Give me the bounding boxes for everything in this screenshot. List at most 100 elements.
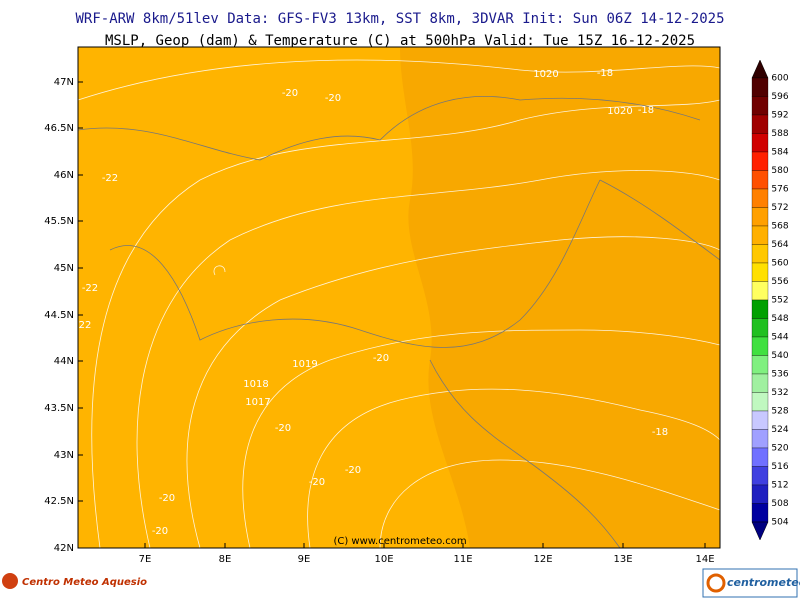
lon-label: 13E bbox=[613, 554, 632, 565]
colorbar-label: 556 bbox=[771, 277, 788, 287]
lat-label: 45.5N bbox=[44, 216, 74, 227]
right-logo: centrometeo bbox=[727, 576, 800, 589]
contour-label: -18 bbox=[638, 105, 654, 116]
colorbar-label: 572 bbox=[771, 203, 788, 213]
colorbar-segment bbox=[751, 188, 769, 208]
warm-field bbox=[400, 47, 720, 548]
lat-label: 42N bbox=[54, 543, 74, 554]
lat-label: 44.5N bbox=[44, 310, 74, 321]
contour-label: 1020 bbox=[607, 106, 632, 117]
lon-label: 9E bbox=[298, 554, 311, 565]
colorbar-segment bbox=[751, 225, 769, 245]
colorbar-label: 584 bbox=[771, 148, 788, 158]
contour-label: -22 bbox=[82, 283, 98, 294]
colorbar-label: 516 bbox=[771, 462, 788, 472]
colorbar-label: 588 bbox=[771, 129, 788, 139]
colorbar-segment bbox=[751, 318, 769, 338]
lat-label: 46N bbox=[54, 170, 74, 181]
contour-label: 1018 bbox=[243, 379, 268, 390]
colorbar-segment bbox=[751, 336, 769, 356]
contour-label: 1020 bbox=[533, 69, 558, 80]
colorbar-segment bbox=[751, 503, 769, 523]
contour-label: 1017 bbox=[245, 397, 270, 408]
colorbar-segment bbox=[751, 170, 769, 190]
contour-label: -18 bbox=[597, 68, 613, 79]
right-logo-icon bbox=[706, 573, 726, 593]
colorbar-label: 548 bbox=[771, 314, 788, 324]
colorbar-segment bbox=[751, 77, 769, 97]
colorbar-segment bbox=[751, 96, 769, 116]
colorbar-label: 600 bbox=[771, 74, 788, 84]
right-logo-box bbox=[702, 568, 798, 598]
contour-label: 22 bbox=[79, 320, 92, 331]
colorbar-segment bbox=[751, 355, 769, 375]
colorbar-segment bbox=[751, 151, 769, 171]
lon-label: 11E bbox=[453, 554, 472, 565]
colorbar-segment bbox=[751, 299, 769, 319]
lat-label: 47N bbox=[54, 77, 74, 88]
isobars bbox=[77, 59, 721, 549]
colorbar-label: 532 bbox=[771, 388, 788, 398]
colorbar-label: 504 bbox=[771, 518, 788, 528]
lon-label: 8E bbox=[219, 554, 232, 565]
colorbar-label: 560 bbox=[771, 259, 788, 269]
contour-label: -22 bbox=[102, 173, 118, 184]
colorbar-label: 512 bbox=[771, 481, 788, 491]
colorbar-label: 564 bbox=[771, 240, 788, 250]
colorbar-label: 528 bbox=[771, 407, 788, 417]
contour-label: -20 bbox=[345, 465, 361, 476]
left-logo-icon bbox=[2, 573, 18, 589]
colorbar-segment bbox=[751, 392, 769, 412]
contour-label: -20 bbox=[159, 493, 175, 504]
contour-label: -20 bbox=[373, 353, 389, 364]
colorbar-label: 580 bbox=[771, 166, 788, 176]
lat-label: 46.5N bbox=[44, 123, 74, 134]
colorbar-segment bbox=[751, 373, 769, 393]
lat-label: 43N bbox=[54, 450, 74, 461]
colorbar-segment bbox=[751, 244, 769, 264]
lat-label: 44N bbox=[54, 356, 74, 367]
credit: (C) www.centrometeo.com bbox=[333, 536, 466, 547]
colorbar-segment bbox=[751, 262, 769, 282]
lat-label: 45N bbox=[54, 263, 74, 274]
colorbar-segment bbox=[751, 429, 769, 449]
header-line1: WRF-ARW 8km/51lev Data: GFS-FV3 13km, SS… bbox=[75, 11, 724, 27]
contour-label: -20 bbox=[325, 93, 341, 104]
contour-label: -20 bbox=[309, 477, 325, 488]
colorbar-segment bbox=[751, 447, 769, 467]
contour-label: -20 bbox=[152, 526, 168, 537]
contour-label: -20 bbox=[275, 423, 291, 434]
contour-label: -20 bbox=[282, 88, 298, 99]
colorbar-label: 592 bbox=[771, 111, 788, 121]
colorbar-segment bbox=[751, 133, 769, 153]
contour-label: 1019 bbox=[292, 359, 317, 370]
map: (C) www.centrometeo.com bbox=[77, 46, 721, 549]
colorbar-label: 568 bbox=[771, 222, 788, 232]
lat-label: 42.5N bbox=[44, 496, 74, 507]
footer: Centro Meteo Aquesio centrometeo bbox=[2, 568, 800, 598]
lon-label: 12E bbox=[533, 554, 552, 565]
colorbar-label: 536 bbox=[771, 370, 788, 380]
lon-label: 10E bbox=[374, 554, 393, 565]
colorbar-segment bbox=[751, 114, 769, 134]
colorbar-segment bbox=[751, 281, 769, 301]
colorbar-segment bbox=[751, 484, 769, 504]
colorbar-segment bbox=[751, 466, 769, 486]
lon-label: 14E bbox=[695, 554, 714, 565]
lon-label: 7E bbox=[139, 554, 152, 565]
left-logo: Centro Meteo Aquesio bbox=[22, 577, 147, 588]
contour-label: -18 bbox=[652, 427, 668, 438]
header-line2: MSLP, Geop (dam) & Temperature (C) at 50… bbox=[105, 33, 695, 49]
borders bbox=[77, 95, 721, 549]
colorbar-label: 552 bbox=[771, 296, 788, 306]
colorbar-label: 524 bbox=[771, 425, 788, 435]
map-frame bbox=[77, 46, 721, 549]
lat-label: 43.5N bbox=[44, 403, 74, 414]
colorbar-label: 508 bbox=[771, 499, 788, 509]
colorbar-label: 576 bbox=[771, 185, 788, 195]
colorbar-segment bbox=[751, 410, 769, 430]
colorbar-segment bbox=[751, 207, 769, 227]
colorbar-label: 596 bbox=[771, 92, 788, 102]
colorbar-label: 544 bbox=[771, 333, 788, 343]
